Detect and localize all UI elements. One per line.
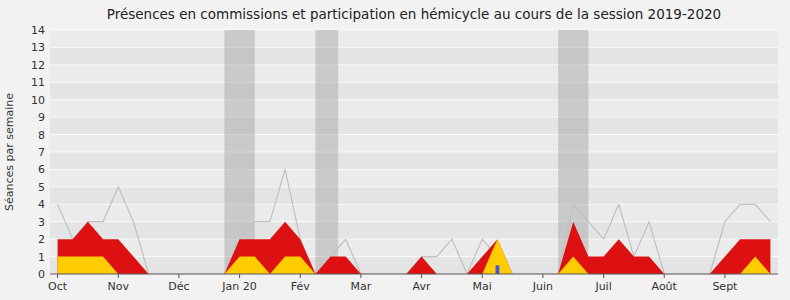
grid-stripe [50,152,778,169]
y-tick-label: 12 [31,59,45,72]
x-tick [360,274,361,278]
x-tick-label: Août [652,280,678,293]
grid [50,30,778,274]
grid-line [50,152,778,153]
x-tick [724,274,725,278]
shaded-region [224,30,254,274]
y-tick-label: 0 [38,268,45,281]
x-tick [57,274,58,278]
background [0,0,790,300]
x-tick-label: Avr [413,280,431,293]
grid-stripe [50,204,778,221]
grid-stripe [50,187,778,204]
bar [496,265,500,274]
grid-line [50,134,778,135]
area [58,239,771,274]
y-tick-label: 1 [38,251,45,264]
plot-area [58,30,771,274]
x-tick-label: Juin [532,280,553,293]
x-tick-label: Oct [48,280,68,293]
grid-line [50,30,778,31]
x-tick [542,274,543,278]
x-tick-label: Déc [168,280,189,293]
grid-line [50,204,778,205]
line [58,169,771,274]
x-tick-label: Mar [351,280,372,293]
grid-line [50,274,778,275]
x-axis-line [50,274,778,275]
y-tick-label: 4 [38,198,45,211]
y-tick-label: 11 [31,76,45,89]
grid-stripe [50,239,778,256]
x-tick [178,274,179,278]
y-axis-label: Séances par semaine [3,93,16,211]
grid-line [50,256,778,257]
x-tick [421,274,422,278]
y-tick-label: 7 [38,146,45,159]
x-tick-label: Nov [108,280,130,293]
title: Présences en commissions et participatio… [107,6,721,22]
grid-line [50,82,778,83]
y-tick-label: 14 [31,24,45,37]
x-axis: Oct Nov Déc Jan 20 Fév Mar Avr Mai Juin Juil Août S… [48,274,778,293]
x-tick [300,274,301,278]
x-tick [482,274,483,278]
grid-line [50,64,778,65]
y-tick-label: 13 [31,41,45,54]
grid-line [50,186,778,187]
y-tick-label: 2 [38,233,45,246]
y-tick-label: 10 [31,94,45,107]
y-axis: 01234567891011121314 [31,24,45,281]
chart: Oct Nov Déc Jan 20 Fév Mar Avr Mai Juin Juil Août S… [0,0,790,300]
grid-line [50,239,778,240]
x-tick-label: Juil [594,280,611,293]
x-tick [118,274,119,278]
grid-stripe [50,135,778,152]
shaded-region [315,30,338,274]
grid-stripe [50,30,778,47]
x-tick-label: Sept [712,280,738,293]
y-tick-label: 6 [38,163,45,176]
y-tick-label: 3 [38,216,45,229]
grid-line [50,117,778,118]
grid-line [50,221,778,222]
grid-line [50,47,778,48]
x-tick-label: Mai [473,280,492,293]
x-tick-label: Fév [291,280,310,293]
x-tick [664,274,665,278]
grid-stripe [50,47,778,64]
grid-line [50,169,778,170]
grid-stripe [50,65,778,82]
x-tick-label: Jan 20 [221,280,256,293]
grid-stripe [50,82,778,99]
grid-stripe [50,169,778,186]
y-tick-label: 5 [38,181,45,194]
grid-stripe [50,222,778,239]
x-tick [239,274,240,278]
grid-stripe [50,100,778,117]
grid-stripe [50,117,778,134]
grid-line [50,99,778,100]
y-tick-label: 8 [38,129,45,142]
y-tick-label: 9 [38,111,45,124]
area [58,222,771,274]
x-tick [603,274,604,278]
